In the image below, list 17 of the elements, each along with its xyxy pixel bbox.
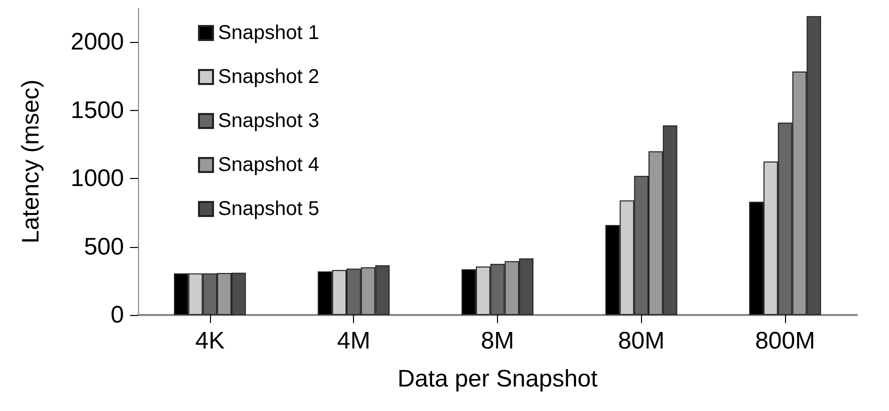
x-tick-label: 800M — [755, 328, 816, 354]
x-axis-title: Data per Snapshot — [397, 366, 598, 392]
y-tick-label: 1000 — [70, 165, 124, 192]
x-tick-label: 4K — [195, 328, 225, 354]
y-tick-label: 500 — [84, 233, 124, 260]
legend-label: Snapshot 1 — [218, 22, 320, 44]
y-axis-title: Latency (msec) — [18, 79, 44, 244]
legend-label: Snapshot 5 — [218, 198, 320, 220]
legend-label: Snapshot 4 — [218, 154, 320, 176]
legend-label: Snapshot 2 — [218, 66, 320, 88]
y-tick-label: 0 — [110, 302, 124, 328]
x-tick-label: 80M — [618, 328, 665, 354]
x-tick-label: 8M — [480, 328, 514, 354]
legend-label: Snapshot 3 — [218, 110, 320, 132]
x-tick-label: 4M — [337, 328, 370, 354]
y-tick-label: 2000 — [70, 28, 124, 56]
y-tick-label: 1500 — [70, 96, 124, 124]
